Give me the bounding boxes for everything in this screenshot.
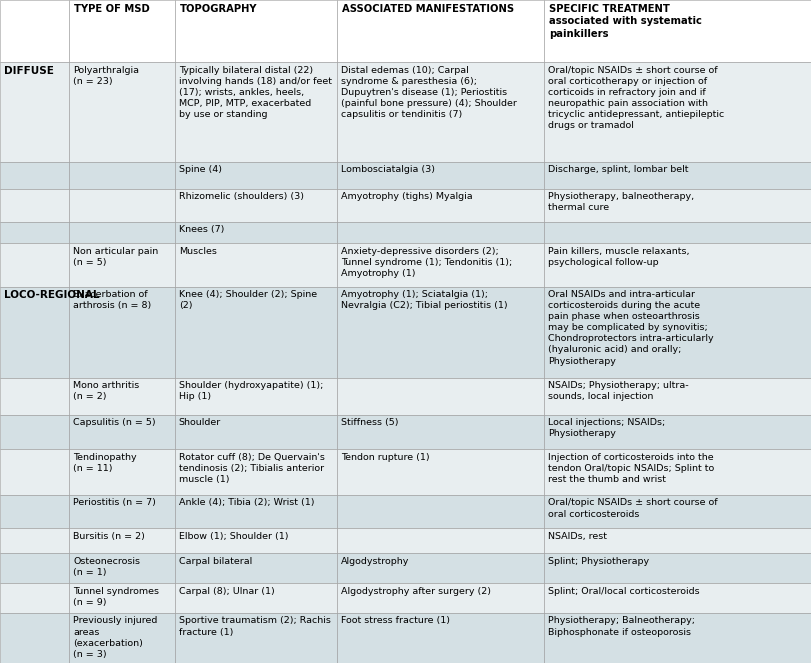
Bar xyxy=(337,286,543,378)
Bar xyxy=(0,613,69,663)
Text: Osteonecrosis
(n = 1): Osteonecrosis (n = 1) xyxy=(73,557,140,577)
Text: NSAIDs, rest: NSAIDs, rest xyxy=(547,532,607,541)
Bar xyxy=(69,378,174,414)
Bar xyxy=(337,0,543,62)
Text: Physiotherapy; Balneotherapy;
Biphosphonate if osteoporosis: Physiotherapy; Balneotherapy; Biphosphon… xyxy=(547,617,694,636)
Text: Elbow (1); Shoulder (1): Elbow (1); Shoulder (1) xyxy=(178,532,288,541)
Text: Rhizomelic (shoulders) (3): Rhizomelic (shoulders) (3) xyxy=(178,192,303,201)
Text: Shoulder (hydroxyapatite) (1);
Hip (1): Shoulder (hydroxyapatite) (1); Hip (1) xyxy=(178,381,323,401)
Text: TOPOGRAPHY: TOPOGRAPHY xyxy=(179,4,256,14)
Text: Splint; Oral/local corticosteroids: Splint; Oral/local corticosteroids xyxy=(547,587,699,595)
Bar xyxy=(0,583,69,613)
Bar xyxy=(543,528,811,554)
Bar xyxy=(337,414,543,450)
Bar xyxy=(0,528,69,554)
Text: Typically bilateral distal (22)
involving hands (18) and/or feet
(17); wrists, a: Typically bilateral distal (22) involvin… xyxy=(178,66,331,119)
Bar xyxy=(174,222,337,243)
Bar xyxy=(174,583,337,613)
Text: Oral NSAIDs and intra-articular
corticosteroids during the acute
pain phase when: Oral NSAIDs and intra-articular corticos… xyxy=(547,290,713,365)
Bar xyxy=(543,554,811,583)
Text: Mono arthritis
(n = 2): Mono arthritis (n = 2) xyxy=(73,381,139,401)
Text: Oral/topic NSAIDs ± short course of
oral corticosteroids: Oral/topic NSAIDs ± short course of oral… xyxy=(547,499,717,518)
Text: Stiffness (5): Stiffness (5) xyxy=(341,418,398,427)
Bar xyxy=(337,162,543,188)
Bar xyxy=(174,495,337,528)
Text: Algodystrophy after surgery (2): Algodystrophy after surgery (2) xyxy=(341,587,491,595)
Text: ASSOCIATED MANIFESTATIONS: ASSOCIATED MANIFESTATIONS xyxy=(341,4,513,14)
Bar xyxy=(174,286,337,378)
Bar xyxy=(0,243,69,286)
Bar xyxy=(543,450,811,495)
Bar xyxy=(0,286,69,378)
Bar xyxy=(543,188,811,222)
Bar xyxy=(543,243,811,286)
Text: Bursitis (n = 2): Bursitis (n = 2) xyxy=(73,532,145,541)
Text: Lombosciatalgia (3): Lombosciatalgia (3) xyxy=(341,165,435,174)
Bar xyxy=(69,613,174,663)
Bar xyxy=(69,62,174,162)
Text: Amyotrophy (1); Sciatalgia (1);
Nevralgia (C2); Tibial periostitis (1): Amyotrophy (1); Sciatalgia (1); Nevralgi… xyxy=(341,290,507,310)
Text: LOCO-REGIONAL: LOCO-REGIONAL xyxy=(4,290,100,300)
Bar xyxy=(69,554,174,583)
Bar xyxy=(543,286,811,378)
Bar xyxy=(543,495,811,528)
Text: Distal edemas (10); Carpal
syndrome & paresthesia (6);
Dupuytren's disease (1); : Distal edemas (10); Carpal syndrome & pa… xyxy=(341,66,517,119)
Bar xyxy=(337,495,543,528)
Bar xyxy=(543,0,811,62)
Text: Previously injured
areas
(exacerbation)
(n = 3): Previously injured areas (exacerbation) … xyxy=(73,617,157,659)
Text: Amyotrophy (tighs) Myalgia: Amyotrophy (tighs) Myalgia xyxy=(341,192,472,201)
Text: Algodystrophy: Algodystrophy xyxy=(341,557,409,566)
Bar xyxy=(0,495,69,528)
Bar xyxy=(543,414,811,450)
Bar xyxy=(69,286,174,378)
Text: Sportive traumatism (2); Rachis
fracture (1): Sportive traumatism (2); Rachis fracture… xyxy=(178,617,330,636)
Bar xyxy=(0,188,69,222)
Text: Tendon rupture (1): Tendon rupture (1) xyxy=(341,453,429,462)
Text: Spine (4): Spine (4) xyxy=(178,165,221,174)
Text: Injection of corticosteroids into the
tendon Oral/topic NSAIDs; Splint to
rest t: Injection of corticosteroids into the te… xyxy=(547,453,714,484)
Bar xyxy=(337,554,543,583)
Bar xyxy=(174,378,337,414)
Text: Discharge, splint, lombar belt: Discharge, splint, lombar belt xyxy=(547,165,688,174)
Text: Tunnel syndromes
(n = 9): Tunnel syndromes (n = 9) xyxy=(73,587,159,607)
Bar xyxy=(69,528,174,554)
Bar xyxy=(174,554,337,583)
Bar xyxy=(337,528,543,554)
Bar xyxy=(174,188,337,222)
Text: Periostitis (n = 7): Periostitis (n = 7) xyxy=(73,499,156,507)
Bar xyxy=(69,495,174,528)
Bar xyxy=(174,162,337,188)
Text: Capsulitis (n = 5): Capsulitis (n = 5) xyxy=(73,418,156,427)
Bar xyxy=(543,613,811,663)
Bar xyxy=(337,450,543,495)
Text: Rotator cuff (8); De Quervain's
tendinosis (2); Tibialis anterior
muscle (1): Rotator cuff (8); De Quervain's tendinos… xyxy=(178,453,324,484)
Bar xyxy=(0,554,69,583)
Bar xyxy=(69,0,174,62)
Bar xyxy=(543,162,811,188)
Bar xyxy=(69,243,174,286)
Bar xyxy=(543,222,811,243)
Bar xyxy=(69,414,174,450)
Bar xyxy=(543,378,811,414)
Text: NSAIDs; Physiotherapy; ultra-
sounds, local injection: NSAIDs; Physiotherapy; ultra- sounds, lo… xyxy=(547,381,688,401)
Text: Local injections; NSAIDs;
Physiotherapy: Local injections; NSAIDs; Physiotherapy xyxy=(547,418,664,438)
Bar xyxy=(69,188,174,222)
Text: Muscles: Muscles xyxy=(178,247,217,256)
Bar xyxy=(337,613,543,663)
Text: Anxiety-depressive disorders (2);
Tunnel syndrome (1); Tendonitis (1);
Amyotroph: Anxiety-depressive disorders (2); Tunnel… xyxy=(341,247,512,278)
Bar xyxy=(69,162,174,188)
Text: DIFFUSE: DIFFUSE xyxy=(4,66,54,76)
Bar xyxy=(0,450,69,495)
Bar xyxy=(174,414,337,450)
Text: Polyarthralgia
(n = 23): Polyarthralgia (n = 23) xyxy=(73,66,139,86)
Bar xyxy=(337,222,543,243)
Text: Carpal (8); Ulnar (1): Carpal (8); Ulnar (1) xyxy=(178,587,274,595)
Text: Pain killers, muscle relaxants,
psychological follow-up: Pain killers, muscle relaxants, psycholo… xyxy=(547,247,689,267)
Text: Physiotherapy, balneotherapy,
thermal cure: Physiotherapy, balneotherapy, thermal cu… xyxy=(547,192,693,212)
Bar xyxy=(0,162,69,188)
Bar xyxy=(0,378,69,414)
Bar xyxy=(174,62,337,162)
Bar xyxy=(69,583,174,613)
Bar xyxy=(0,222,69,243)
Text: Knees (7): Knees (7) xyxy=(178,225,224,234)
